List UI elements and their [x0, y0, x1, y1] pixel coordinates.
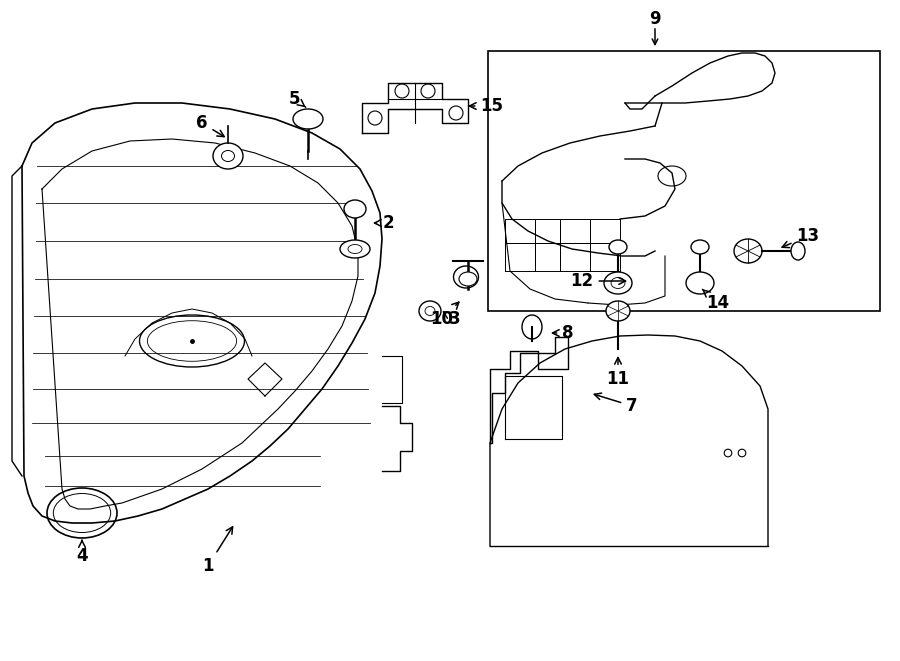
Ellipse shape — [340, 240, 370, 258]
Ellipse shape — [459, 272, 477, 286]
Text: 6: 6 — [196, 114, 224, 137]
Text: 13: 13 — [782, 227, 820, 248]
Text: 5: 5 — [289, 90, 306, 108]
Ellipse shape — [454, 266, 479, 288]
Text: 15: 15 — [470, 97, 503, 115]
Text: 9: 9 — [649, 10, 661, 28]
Text: 7: 7 — [594, 393, 638, 415]
Ellipse shape — [606, 301, 630, 321]
Bar — [488, 51, 880, 311]
Text: 1: 1 — [202, 527, 232, 575]
Ellipse shape — [609, 240, 627, 254]
Text: 12: 12 — [571, 272, 626, 290]
Ellipse shape — [344, 200, 366, 218]
Ellipse shape — [522, 315, 542, 339]
Text: 4: 4 — [76, 541, 88, 565]
Ellipse shape — [419, 301, 441, 321]
Ellipse shape — [691, 240, 709, 254]
Ellipse shape — [293, 109, 323, 129]
Ellipse shape — [604, 272, 632, 294]
Text: 3: 3 — [444, 310, 461, 328]
Text: 8: 8 — [553, 324, 574, 342]
Text: 2: 2 — [374, 214, 394, 232]
Ellipse shape — [686, 272, 714, 294]
Text: 11: 11 — [607, 358, 629, 388]
Ellipse shape — [213, 143, 243, 169]
Text: 10: 10 — [430, 302, 459, 328]
Text: 14: 14 — [702, 290, 730, 312]
Ellipse shape — [791, 242, 805, 260]
Ellipse shape — [734, 239, 762, 263]
